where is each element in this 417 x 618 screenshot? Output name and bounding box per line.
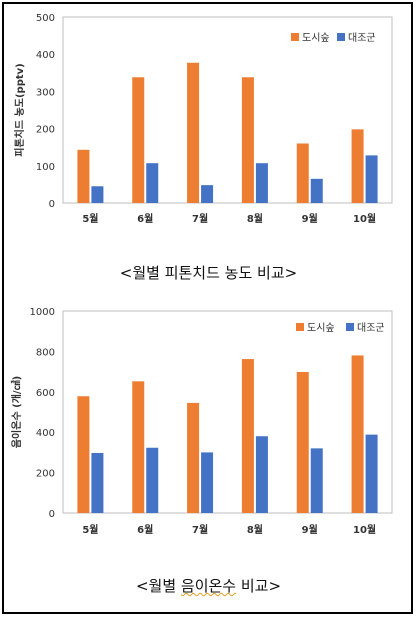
bar-urban-forest-0: [77, 396, 90, 513]
y-tick-label: 300: [36, 87, 55, 98]
plot-area: [62, 310, 393, 514]
x-tick-label: 5월: [82, 213, 98, 225]
bar-urban-forest-0: [77, 149, 90, 203]
bar-control-4: [310, 178, 323, 203]
y-tick-label: 100: [36, 162, 55, 173]
bar-urban-forest-4: [296, 372, 309, 513]
bar-control-2: [201, 452, 214, 513]
caption-phytoncide: <월별 피톤치드 농도 비교>: [119, 264, 298, 282]
caption-suffix: 비교>: [236, 577, 282, 595]
y-axis-label: 피톤치드 농도(pptv): [13, 63, 26, 156]
bar-urban-forest-2: [187, 402, 200, 513]
bar-control-1: [146, 163, 159, 203]
caption-negative-ions: <월별 음이온수 비교>: [0, 575, 417, 596]
legend-label: 도시숲: [307, 322, 335, 334]
bar-control-3: [255, 163, 268, 203]
bar-urban-forest-1: [132, 77, 145, 203]
legend-swatch: [291, 33, 299, 41]
x-tick-label: 8월: [247, 524, 263, 536]
bar-urban-forest-5: [351, 129, 364, 203]
y-tick-label: 0: [49, 199, 55, 210]
x-tick-label: 9월: [302, 524, 318, 536]
y-tick-label: 600: [36, 388, 55, 399]
x-tick-label: 7월: [192, 213, 208, 225]
plot-area: [62, 16, 393, 204]
bar-urban-forest-3: [241, 359, 254, 513]
caption-marked-word: 음이온수: [180, 577, 237, 595]
x-tick-label: 8월: [247, 213, 263, 225]
y-tick-label: 0: [49, 509, 55, 520]
bar-urban-forest-2: [187, 62, 200, 204]
x-tick-label: 9월: [302, 213, 318, 225]
x-tick-label: 5월: [82, 524, 98, 536]
legend-swatch: [337, 33, 345, 41]
y-tick-label: 400: [36, 50, 55, 61]
y-tick-label: 200: [36, 469, 55, 480]
x-tick-label: 6월: [137, 213, 153, 225]
x-tick-label: 6월: [137, 524, 153, 536]
y-tick-label: 200: [36, 125, 55, 136]
y-tick-label: 500: [36, 13, 55, 24]
legend-label: 대조군: [357, 322, 385, 334]
caption-prefix: <월별: [135, 577, 181, 595]
y-tick-label: 400: [36, 428, 55, 439]
y-tick-label: 1000: [30, 307, 55, 318]
x-tick-label: 10월: [353, 524, 376, 536]
bar-urban-forest-1: [132, 381, 145, 513]
bar-control-5: [365, 434, 378, 513]
bar-control-3: [255, 436, 268, 513]
bar-control-2: [201, 185, 214, 203]
y-axis-label: 음이온수 (개/㎤): [10, 376, 23, 448]
legend-label: 대조군: [348, 32, 376, 44]
legend-swatch: [296, 323, 304, 331]
bar-control-5: [365, 155, 378, 203]
legend-label: 도시숲: [302, 32, 330, 44]
x-tick-label: 7월: [192, 524, 208, 536]
legend-swatch: [346, 323, 354, 331]
bar-urban-forest-5: [351, 355, 364, 513]
bar-urban-forest-4: [296, 143, 309, 203]
bar-control-1: [146, 447, 159, 513]
bar-control-0: [91, 186, 104, 203]
bar-control-4: [310, 448, 323, 513]
y-tick-label: 800: [36, 347, 55, 358]
bar-control-0: [91, 453, 104, 513]
x-tick-label: 10월: [353, 213, 376, 225]
bar-urban-forest-3: [241, 77, 254, 203]
